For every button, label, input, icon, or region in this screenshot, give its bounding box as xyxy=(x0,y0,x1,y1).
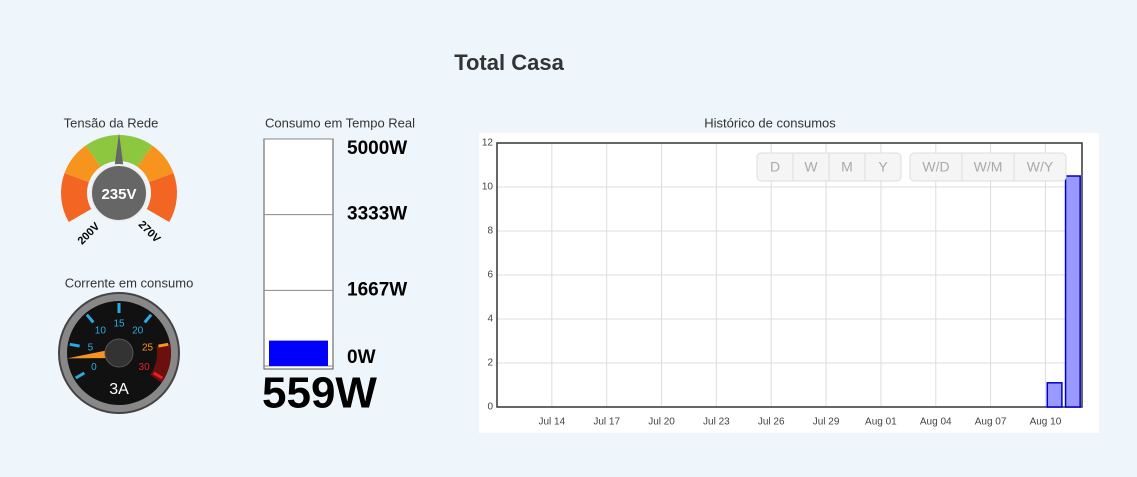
button[interactable]: W/Y xyxy=(1027,159,1054,175)
bar xyxy=(1064,175,1081,408)
button[interactable]: Y xyxy=(878,159,888,175)
gauge-tick xyxy=(69,342,80,348)
page-title: Total Casa xyxy=(454,50,564,75)
meter-tick-label: 0W xyxy=(347,347,376,368)
gauge-tick-label: 5 xyxy=(88,343,94,354)
button[interactable]: W/M xyxy=(974,159,1003,175)
x-tick-label: Jul 17 xyxy=(593,417,620,428)
x-tick-label: Jul 26 xyxy=(758,417,785,428)
gauge-band xyxy=(64,145,101,183)
gauge-tick-label: 25 xyxy=(142,343,154,354)
button[interactable]: W xyxy=(804,159,818,175)
button[interactable]: W/D xyxy=(922,159,949,175)
gauge-tick xyxy=(143,313,153,324)
chart-title: Histórico de consumos xyxy=(704,115,836,130)
meter-frame xyxy=(263,138,334,370)
gauge-min: 200V xyxy=(76,220,103,247)
gauge-tick xyxy=(152,371,164,380)
gauge-hub xyxy=(90,164,148,222)
button-group xyxy=(909,152,1067,182)
gauge-value: 235V xyxy=(101,186,136,203)
gauge-value: 3A xyxy=(109,381,129,398)
gauge-max: 270V xyxy=(136,219,163,246)
y-tick-label: 8 xyxy=(487,226,493,237)
meter-value: 559W xyxy=(262,369,377,418)
y-tick-label: 10 xyxy=(482,182,494,193)
x-tick-label: Jul 20 xyxy=(648,417,675,428)
meter-bar xyxy=(269,340,328,366)
plot-frame xyxy=(496,142,1083,408)
gauge-tick-label: 15 xyxy=(113,319,125,330)
gauge-band xyxy=(60,173,92,222)
gauge-label: Tensão da Rede xyxy=(64,115,159,130)
gauge-band xyxy=(146,173,178,222)
x-tick-label: Aug 01 xyxy=(865,417,897,428)
meter-tick-label: 5000W xyxy=(347,138,407,159)
y-tick-label: 12 xyxy=(482,138,494,149)
gauge-label: Corrente em consumo xyxy=(65,275,194,290)
chart-panel xyxy=(479,133,1099,433)
y-tick-label: 6 xyxy=(487,270,493,281)
x-tick-label: Aug 07 xyxy=(975,417,1007,428)
y-tick-label: 4 xyxy=(487,314,493,325)
meter-label: Consumo em Tempo Real xyxy=(265,115,415,130)
gauge-tick-label: 30 xyxy=(139,362,151,373)
x-tick-label: Aug 04 xyxy=(920,417,952,428)
gauge-band xyxy=(137,145,174,183)
x-tick-label: Jul 23 xyxy=(703,417,730,428)
meter-tick-label: 3333W xyxy=(347,204,407,225)
bar xyxy=(1046,382,1063,408)
x-tick-label: Aug 10 xyxy=(1030,417,1062,428)
meter-tick-label: 1667W xyxy=(347,279,407,300)
button[interactable]: D xyxy=(770,159,780,175)
gauge-hub xyxy=(104,338,134,368)
gauge-tick-label: 20 xyxy=(132,325,144,336)
x-tick-label: Jul 29 xyxy=(813,417,840,428)
y-tick-label: 2 xyxy=(487,358,493,369)
y-tick-label: 0 xyxy=(487,402,493,413)
x-tick-label: Jul 14 xyxy=(539,417,566,428)
gauge-tick xyxy=(74,371,86,380)
gauge-tick xyxy=(158,342,169,348)
gauge-tick-label: 0 xyxy=(91,362,97,373)
gauge-tick xyxy=(85,313,95,324)
gauge-tick-label: 10 xyxy=(95,325,107,336)
button[interactable]: M xyxy=(841,159,853,175)
